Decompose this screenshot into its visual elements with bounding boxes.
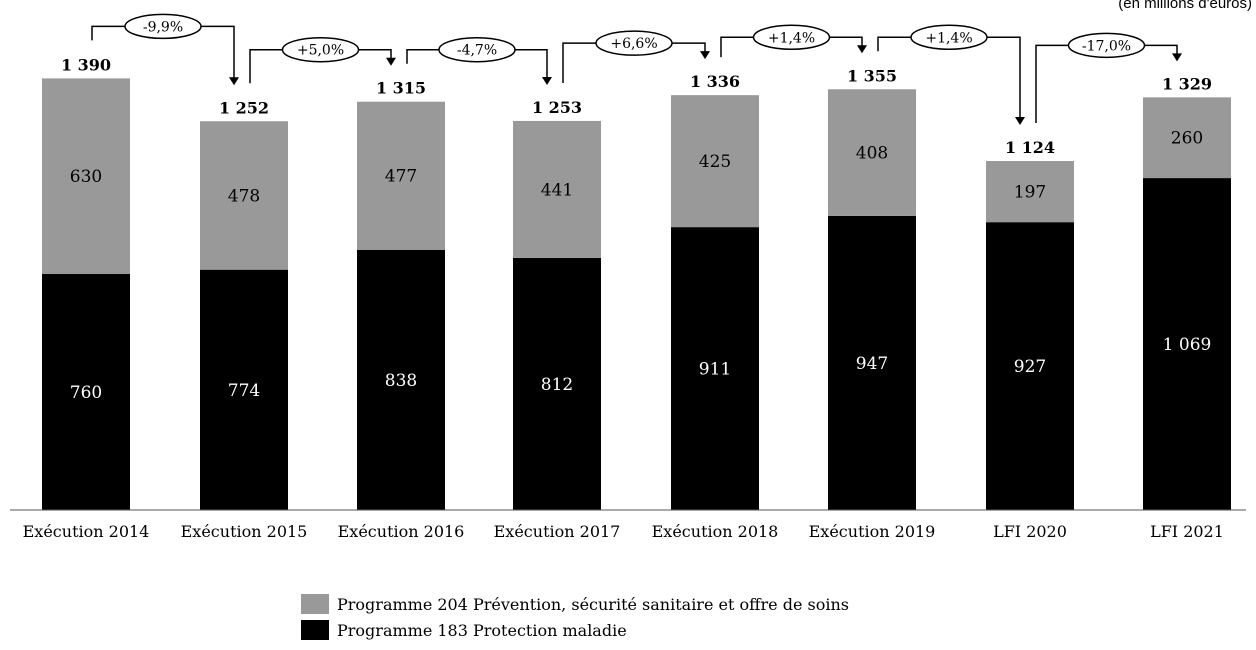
- change-ellipse: [910, 24, 988, 51]
- change-arrow-head: [1172, 53, 1182, 62]
- bar-label-204: 260: [1171, 129, 1203, 149]
- bar-total-label: 1 315: [376, 79, 426, 98]
- bar-segment-183: [1143, 178, 1231, 510]
- bar-segment-204: [828, 89, 916, 216]
- change-ellipse: [752, 24, 831, 51]
- bar-segment-183: [42, 274, 130, 510]
- change-arrows: -9,9% +5,0% -4,7% +6,6% +1,4% +1,4% -17,0%: [91, 13, 1182, 125]
- change-label: -17,0%: [1082, 38, 1131, 54]
- bar-total-label: 1 253: [532, 98, 582, 117]
- bar-label-183: 760: [70, 383, 102, 403]
- x-tick-label: LFI 2021: [1150, 522, 1224, 541]
- change-arrow-head: [857, 45, 867, 54]
- bar-segment-183: [513, 257, 601, 510]
- change-arrow-head: [229, 77, 239, 86]
- bar-label-183: 911: [699, 360, 731, 380]
- change-label: +1,4%: [925, 30, 972, 46]
- legend: Programme 204 Prévention, sécurité sanit…: [301, 594, 849, 640]
- bar-total-label: 1 390: [61, 55, 111, 74]
- bar-segment-204: [42, 78, 130, 275]
- change-label: -9,9%: [143, 19, 183, 35]
- bar-label-183: 774: [228, 381, 260, 401]
- bar-label-183: 927: [1014, 357, 1046, 377]
- change-label: -4,7%: [457, 43, 497, 59]
- legend-label: Programme 204 Prévention, sécurité sanit…: [337, 595, 849, 614]
- change-ellipse: [438, 36, 516, 63]
- bar-label-204: 408: [856, 144, 888, 164]
- change-arrow-head: [542, 76, 552, 85]
- bar-label-183: 838: [385, 371, 417, 391]
- change-ellipse: [1067, 32, 1146, 59]
- legend-swatch: [301, 620, 329, 640]
- x-tick-label: Exécution 2014: [23, 522, 150, 541]
- change-arrow-head: [1015, 116, 1025, 125]
- bar-label-204: 630: [70, 167, 102, 187]
- change-arrow-head: [700, 51, 710, 60]
- bar-segment-183: [986, 222, 1074, 510]
- bar-segment-183: [828, 215, 916, 511]
- change-label: +5,0%: [297, 43, 344, 59]
- x-tick-label: Exécution 2019: [809, 522, 936, 541]
- bar-label-183: 812: [541, 375, 573, 395]
- change-label: +1,4%: [768, 30, 815, 46]
- change-ellipse: [124, 13, 202, 40]
- bar-label-204: 441: [541, 180, 573, 200]
- bar-total-label: 1 124: [1005, 138, 1055, 157]
- legend-swatch: [301, 594, 329, 614]
- x-tick-label: Exécution 2015: [181, 522, 308, 541]
- bar-label-204: 425: [699, 152, 731, 172]
- bar-segment-204: [200, 121, 288, 270]
- change-ellipse: [281, 36, 360, 63]
- bar-segment-183: [671, 227, 759, 510]
- bars: 760 630 1 390 774 478 1 252 838 477 1 315 812 441 1…: [42, 55, 1231, 511]
- bar-label-183: 947: [856, 354, 888, 374]
- change-label: +6,6%: [610, 36, 657, 52]
- bar-total-label: 1 355: [847, 66, 897, 85]
- change-arrow-head: [386, 57, 396, 66]
- x-tick-label: Exécution 2018: [652, 522, 779, 541]
- bar-segment-183: [200, 269, 288, 510]
- unit-note: (en millions d'euros): [1118, 0, 1252, 12]
- bar-label-204: 197: [1014, 183, 1046, 203]
- x-tick-label: Exécution 2016: [338, 522, 465, 541]
- bar-segment-204: [671, 95, 759, 228]
- x-axis-ticks: Exécution 2014 Exécution 2015 Exécution 20…: [23, 522, 1224, 541]
- bar-label-204: 478: [228, 186, 260, 206]
- bar-total-label: 1 329: [1162, 74, 1212, 93]
- bar-label-183: 1 069: [1163, 335, 1212, 355]
- bar-segment-183: [357, 249, 445, 510]
- bar-segment-204: [1143, 97, 1231, 179]
- legend-label: Programme 183 Protection maladie: [337, 621, 627, 640]
- x-tick-label: Exécution 2017: [494, 522, 621, 541]
- bar-segment-204: [986, 160, 1074, 223]
- change-ellipse: [595, 30, 673, 56]
- bar-total-label: 1 336: [690, 72, 740, 91]
- x-tick-label: LFI 2020: [993, 522, 1067, 541]
- bar-segment-204: [513, 120, 601, 258]
- bar-label-204: 477: [385, 167, 417, 187]
- bar-segment-204: [357, 101, 445, 250]
- bar-total-label: 1 252: [219, 98, 269, 117]
